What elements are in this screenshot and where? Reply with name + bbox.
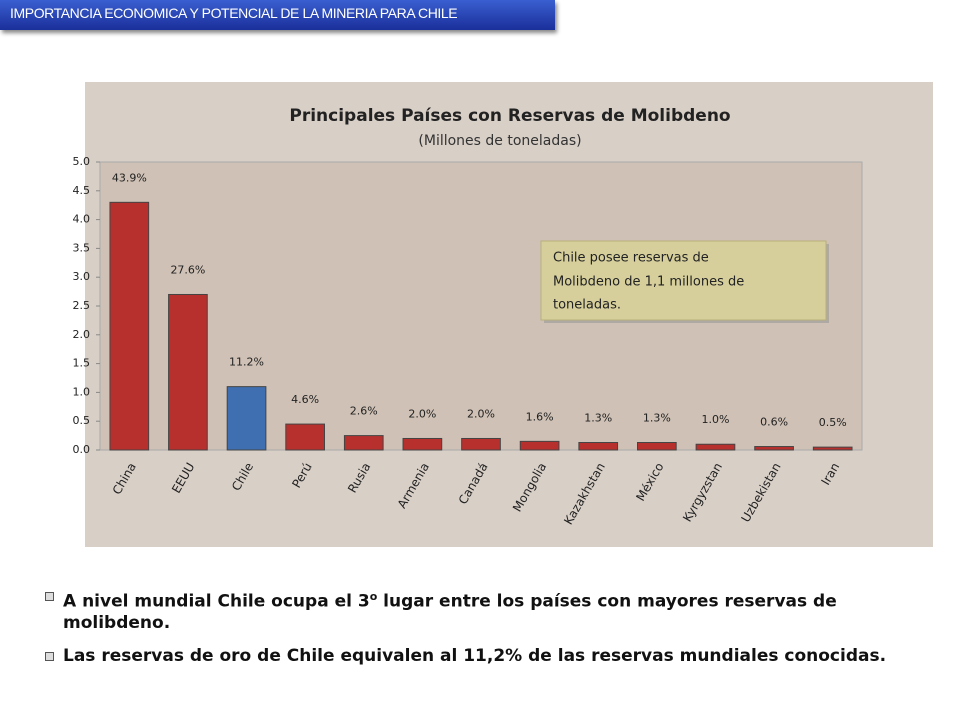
annotation-line: Molibdeno de 1,1 millones de — [553, 275, 744, 290]
y-tick-label: 1.0 — [73, 385, 91, 398]
bullet-list: A nivel mundial Chile ocupa el 3o lugar … — [45, 586, 925, 679]
bullet-sup: o — [369, 590, 378, 603]
share-label: 2.0% — [408, 407, 436, 420]
share-label: 0.6% — [760, 416, 788, 429]
share-label: 1.6% — [526, 410, 554, 423]
annotation-box — [540, 240, 827, 321]
y-tick-label: 1.5 — [73, 357, 91, 370]
share-label: 27.6% — [170, 263, 205, 276]
header-bar: IMPORTANCIA ECONOMICA Y POTENCIAL DE LA … — [0, 0, 555, 30]
bullet-text: lugar entre los países con mayores reser… — [63, 591, 837, 633]
share-label: 1.3% — [643, 412, 671, 425]
bullet-text: Las reservas de oro de Chile equivalen a… — [63, 645, 887, 666]
y-tick-label: 3.5 — [73, 241, 91, 254]
share-label: 11.2% — [229, 356, 264, 369]
bar — [695, 443, 736, 451]
y-tick-label: 2.5 — [73, 299, 91, 312]
bar — [168, 293, 208, 451]
y-tick-label: 3.0 — [73, 270, 91, 283]
bullet: Las reservas de oro de Chile equivalen a… — [45, 646, 925, 667]
y-tick-label: 4.5 — [73, 184, 91, 197]
bar — [812, 446, 853, 451]
annotation-line: Chile posee reservas de — [553, 251, 709, 266]
share-label: 2.0% — [467, 407, 495, 420]
bar — [461, 437, 501, 451]
bar — [402, 437, 443, 451]
share-label: 43.9% — [112, 171, 147, 184]
bar — [754, 446, 794, 451]
share-label: 0.5% — [819, 416, 847, 429]
y-tick-label: 2.0 — [73, 328, 91, 341]
share-label: 2.6% — [350, 405, 378, 418]
annotation-line: toneladas. — [553, 298, 621, 313]
share-label: 1.3% — [584, 412, 612, 425]
y-tick-label: 0.5 — [73, 414, 91, 427]
bullet: A nivel mundial Chile ocupa el 3o lugar … — [45, 586, 925, 634]
bar — [343, 435, 384, 451]
y-tick-label: 0.0 — [73, 443, 91, 456]
y-tick-label: 5.0 — [73, 155, 91, 168]
chart: Principales Países con Reservas de Molib… — [73, 82, 933, 547]
bar — [578, 442, 619, 451]
share-label: 1.0% — [701, 413, 729, 426]
chart-title: Principales Países con Reservas de Molib… — [289, 106, 730, 126]
chart-subtitle: (Millones de toneladas) — [418, 133, 581, 149]
header-title: IMPORTANCIA ECONOMICA Y POTENCIAL DE LA … — [10, 5, 458, 21]
bar — [285, 423, 325, 451]
share-label: 4.6% — [291, 393, 319, 406]
bar — [109, 201, 150, 451]
bar — [226, 386, 267, 451]
bullet-text: A nivel mundial Chile ocupa el 3 — [63, 591, 370, 612]
bar — [519, 440, 560, 451]
bar — [637, 442, 677, 451]
y-tick-label: 4.0 — [73, 213, 91, 226]
